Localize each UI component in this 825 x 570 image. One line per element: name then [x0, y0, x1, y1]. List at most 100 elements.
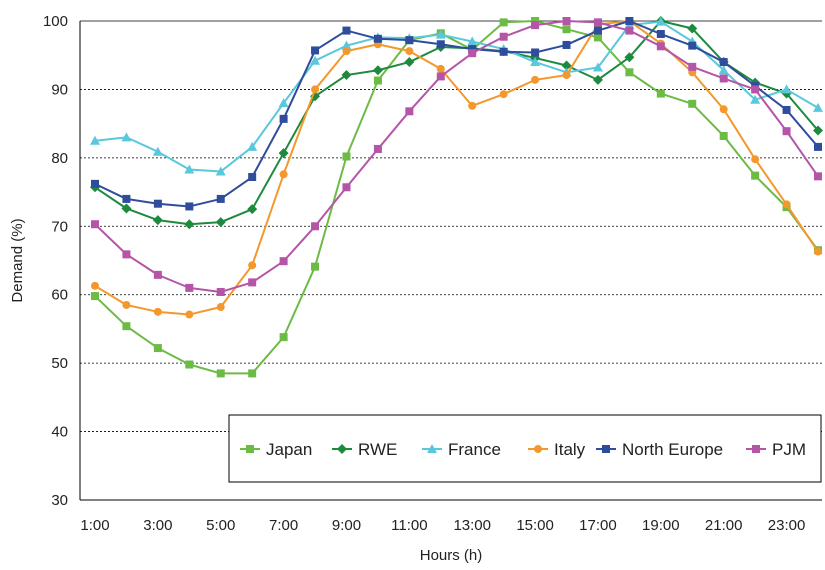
data-point: [625, 17, 634, 25]
data-point: [781, 84, 792, 94]
tick-labels: 30 40 50 60 70 80 90 100 1:00 3:00 5:00 7:00 9:00 11:…: [43, 13, 805, 534]
data-point: [688, 41, 697, 50]
data-point: [185, 360, 194, 369]
series-line: [94, 20, 819, 293]
data-point: [153, 344, 162, 353]
data-point: [624, 52, 635, 63]
data-point: [468, 101, 477, 110]
y-tick-label: 100: [43, 13, 68, 30]
series-japan: [91, 17, 822, 378]
legend-item: Japan: [240, 440, 312, 459]
data-point: [719, 74, 728, 83]
legend: Japan RWE France Italy North Europe PJM: [228, 414, 822, 483]
data-point: [278, 148, 289, 159]
data-point: [813, 102, 823, 112]
data-point: [468, 49, 477, 58]
legend-label: North Europe: [622, 440, 723, 459]
x-axis-label: Hours (h): [420, 547, 483, 564]
data-point: [372, 65, 383, 76]
legend-label: Japan: [266, 440, 312, 459]
data-point: [625, 26, 634, 35]
data-point: [373, 34, 382, 43]
data-point: [592, 62, 603, 72]
legend-item: PJM: [746, 440, 806, 459]
data-point: [562, 17, 571, 25]
data-point: [405, 36, 414, 45]
x-tick-label: 1:00: [80, 517, 109, 534]
data-point: [311, 46, 320, 55]
x-tick-label: 13:00: [453, 517, 491, 534]
series-layer: [90, 16, 823, 378]
data-point: [688, 99, 697, 108]
x-tick-label: 11:00: [391, 517, 427, 534]
legend-swatch-marker: [752, 445, 760, 453]
series-north-europe: [91, 17, 822, 211]
series-line: [94, 20, 819, 173]
data-point: [247, 141, 258, 151]
data-point: [122, 194, 131, 203]
legend-label: France: [448, 440, 501, 459]
data-point: [342, 26, 351, 35]
data-point: [656, 42, 665, 51]
data-point: [814, 247, 822, 256]
data-point: [592, 74, 603, 85]
data-point: [751, 171, 760, 180]
y-tick-label: 30: [51, 492, 68, 509]
data-point: [279, 114, 288, 123]
legend-item: RWE: [332, 440, 397, 459]
data-point: [593, 26, 602, 35]
data-point: [152, 215, 163, 226]
legend-item: Italy: [528, 440, 586, 459]
series-pjm: [91, 17, 822, 296]
x-tick-label: 3:00: [143, 517, 172, 534]
data-point: [531, 21, 540, 30]
data-point: [341, 40, 352, 50]
data-point: [310, 55, 321, 65]
data-point: [248, 369, 257, 378]
data-point: [216, 369, 225, 378]
x-tick-label: 9:00: [332, 517, 361, 534]
data-point: [467, 36, 478, 46]
data-point: [562, 25, 571, 34]
data-point: [153, 199, 162, 208]
legend-item: North Europe: [596, 440, 723, 459]
data-point: [751, 85, 760, 94]
data-point: [688, 62, 697, 71]
series-line: [94, 20, 819, 375]
data-point: [216, 194, 225, 203]
series-rwe: [90, 16, 823, 230]
data-point: [531, 17, 540, 25]
data-point: [373, 144, 382, 153]
data-point: [782, 127, 791, 136]
data-point: [405, 47, 414, 56]
legend-item: France: [422, 440, 501, 459]
data-point: [436, 64, 445, 73]
data-point: [185, 310, 194, 319]
data-point: [499, 47, 508, 56]
data-point: [311, 85, 320, 94]
data-point: [750, 94, 761, 104]
y-tick-label: 60: [51, 287, 68, 304]
axes: [79, 21, 822, 501]
y-tick-label: 70: [51, 218, 68, 235]
data-point: [499, 32, 508, 41]
x-tick-label: 21:00: [705, 517, 743, 534]
x-tick-label: 17:00: [579, 517, 617, 534]
data-point: [215, 166, 226, 176]
y-tick-label: 90: [51, 81, 68, 98]
data-point: [247, 204, 258, 215]
data-point: [216, 287, 225, 296]
legend-swatch-marker: [602, 445, 610, 453]
data-point: [248, 261, 257, 270]
data-point: [122, 250, 131, 259]
data-point: [90, 135, 100, 145]
data-point: [656, 30, 665, 39]
data-point: [625, 68, 634, 77]
data-point: [216, 303, 225, 312]
y-tick-label: 40: [51, 424, 68, 441]
x-tick-label: 19:00: [642, 517, 680, 534]
data-point: [215, 217, 226, 228]
legend-swatch-marker: [337, 444, 347, 454]
x-tick-label: 5:00: [206, 517, 235, 534]
